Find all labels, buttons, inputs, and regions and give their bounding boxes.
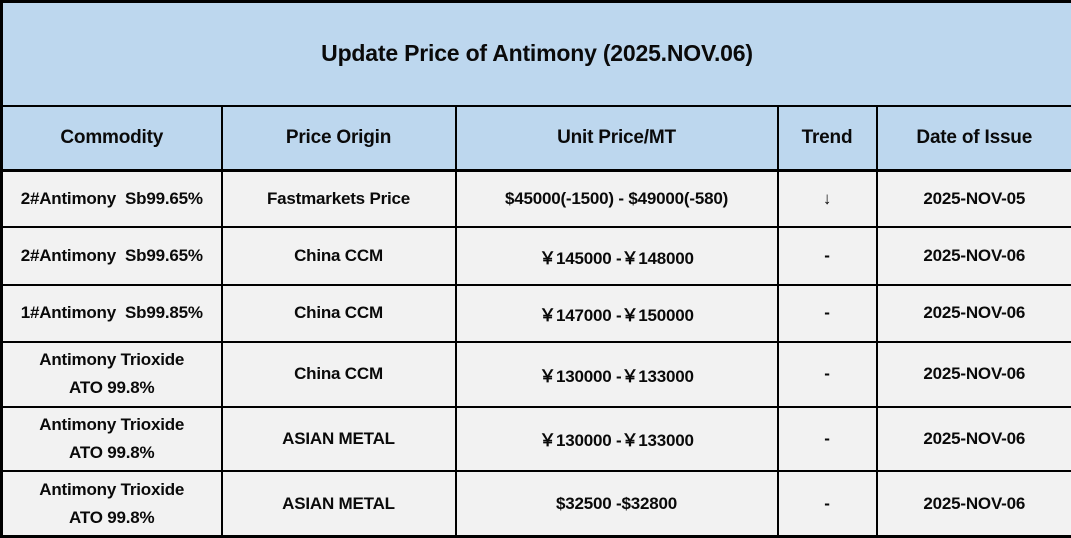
table-row: Antimony Trioxide ATO 99.8% China CCM ￥1… [0,340,1071,408]
cell-unit-price: ￥130000 -￥133000 [454,340,779,408]
cell-date-of-issue: 2025-NOV-06 [875,405,1071,473]
cell-commodity: 2#Antimony Sb99.65% [0,169,223,229]
cell-date-of-issue: 2025-NOV-06 [875,283,1071,343]
table-header-row: Commodity Price Origin Unit Price/MT Tre… [0,104,1071,172]
col-header-price-origin: Price Origin [220,104,457,172]
table-row: 1#Antimony Sb99.85% China CCM ￥147000 -￥… [0,283,1071,343]
cell-date-of-issue: 2025-NOV-06 [875,340,1071,408]
trend-down-arrow-icon: ↓ [776,169,878,229]
table-row: 2#Antimony Sb99.65% China CCM ￥145000 -￥… [0,226,1071,286]
cell-date-of-issue: 2025-NOV-06 [875,226,1071,286]
trend-flat-dash: - [776,470,878,538]
cell-price-origin: China CCM [220,283,457,343]
cell-price-origin: China CCM [220,340,457,408]
table-row: Antimony Trioxide ATO 99.8% ASIAN METAL … [0,470,1071,538]
cell-unit-price: $32500 -$32800 [454,470,779,538]
cell-commodity: Antimony Trioxide ATO 99.8% [0,470,223,538]
col-header-date-of-issue: Date of Issue [875,104,1071,172]
cell-price-origin: Fastmarkets Price [220,169,457,229]
cell-price-origin: China CCM [220,226,457,286]
cell-unit-price: ￥147000 -￥150000 [454,283,779,343]
cell-commodity: Antimony Trioxide ATO 99.8% [0,340,223,408]
cell-commodity: Antimony Trioxide ATO 99.8% [0,405,223,473]
cell-date-of-issue: 2025-NOV-05 [875,169,1071,229]
cell-price-origin: ASIAN METAL [220,470,457,538]
title-row: Update Price of Antimony (2025.NOV.06) [0,0,1071,107]
col-header-unit-price: Unit Price/MT [454,104,779,172]
cell-commodity: 2#Antimony Sb99.65% [0,226,223,286]
table-row: 2#Antimony Sb99.65% Fastmarkets Price $4… [0,169,1071,229]
cell-commodity: 1#Antimony Sb99.85% [0,283,223,343]
page-title: Update Price of Antimony (2025.NOV.06) [0,0,1071,107]
col-header-trend: Trend [776,104,878,172]
trend-flat-dash: - [776,226,878,286]
trend-flat-dash: - [776,340,878,408]
trend-flat-dash: - [776,283,878,343]
col-header-commodity: Commodity [0,104,223,172]
cell-date-of-issue: 2025-NOV-06 [875,470,1071,538]
table-row: Antimony Trioxide ATO 99.8% ASIAN METAL … [0,405,1071,473]
cell-unit-price: $45000(-1500) - $49000(-580) [454,169,779,229]
cell-unit-price: ￥130000 -￥133000 [454,405,779,473]
trend-flat-dash: - [776,405,878,473]
cell-unit-price: ￥145000 -￥148000 [454,226,779,286]
cell-price-origin: ASIAN METAL [220,405,457,473]
